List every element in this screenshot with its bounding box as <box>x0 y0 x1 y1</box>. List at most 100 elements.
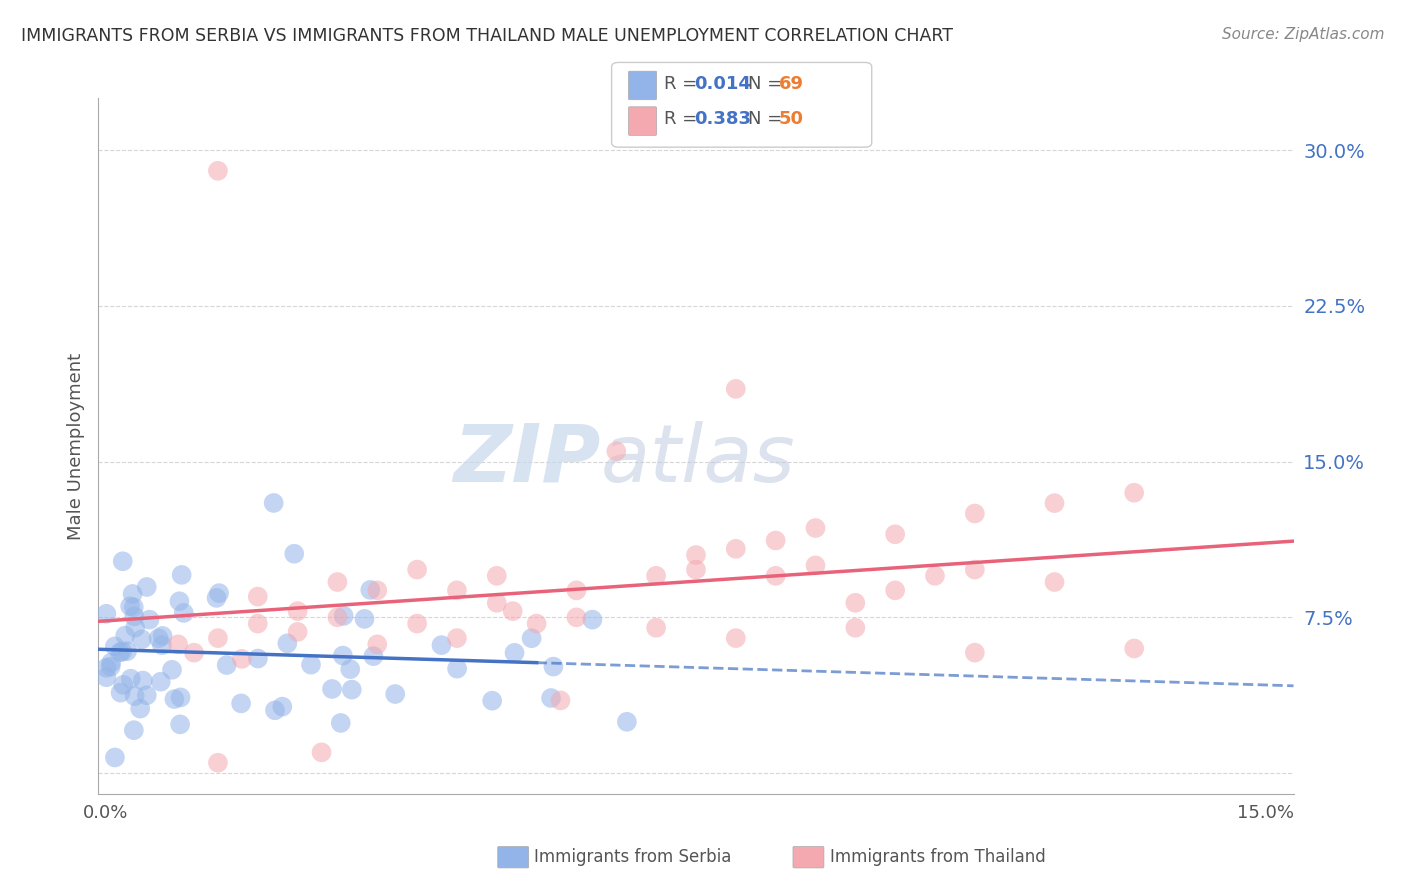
Point <box>526 616 548 631</box>
Point <box>616 714 638 729</box>
Point <box>481 694 503 708</box>
Point <box>963 563 986 577</box>
Point <box>311 745 333 759</box>
Point <box>110 686 132 700</box>
Point <box>183 646 205 660</box>
Point <box>329 715 352 730</box>
Point <box>264 703 287 717</box>
Point <box>104 640 127 654</box>
Point <box>332 648 354 663</box>
Point <box>520 631 543 645</box>
Point <box>1123 485 1146 500</box>
Point <box>122 600 145 615</box>
Point <box>104 750 127 764</box>
Point <box>384 687 406 701</box>
Point <box>446 662 468 676</box>
Y-axis label: Male Unemployment: Male Unemployment <box>66 352 84 540</box>
Point <box>96 607 118 621</box>
Point <box>430 638 453 652</box>
Point <box>246 590 269 604</box>
Point <box>124 689 146 703</box>
Text: Immigrants from Thailand: Immigrants from Thailand <box>830 848 1045 866</box>
Point <box>124 621 146 635</box>
Point <box>205 591 228 605</box>
Point <box>406 616 429 631</box>
Text: R =: R = <box>664 111 703 128</box>
Point <box>120 672 142 686</box>
Point <box>115 644 138 658</box>
Point <box>169 717 191 731</box>
Point <box>170 567 193 582</box>
Point <box>100 656 122 670</box>
Point <box>111 645 134 659</box>
Point <box>884 583 907 598</box>
Point <box>207 163 229 178</box>
Text: 50: 50 <box>779 111 804 128</box>
Point <box>924 569 946 583</box>
Point <box>246 651 269 665</box>
Point <box>208 586 231 600</box>
Text: IMMIGRANTS FROM SERBIA VS IMMIGRANTS FROM THAILAND MALE UNEMPLOYMENT CORRELATION: IMMIGRANTS FROM SERBIA VS IMMIGRANTS FRO… <box>21 27 953 45</box>
Point <box>565 583 588 598</box>
Point <box>804 521 827 535</box>
Text: ZIP: ZIP <box>453 421 600 499</box>
Point <box>138 613 160 627</box>
Point <box>485 569 508 583</box>
Point <box>207 756 229 770</box>
Point <box>96 661 118 675</box>
Point <box>1123 641 1146 656</box>
Text: Source: ZipAtlas.com: Source: ZipAtlas.com <box>1222 27 1385 42</box>
Point <box>169 690 191 705</box>
Point <box>645 621 668 635</box>
Point <box>844 621 866 635</box>
Point <box>326 575 349 590</box>
Text: N =: N = <box>748 111 787 128</box>
Point <box>276 636 298 650</box>
Point <box>167 637 190 651</box>
Point <box>543 659 565 673</box>
Point <box>263 496 285 510</box>
Point <box>150 638 173 652</box>
Text: atlas: atlas <box>600 421 796 499</box>
Point <box>332 608 354 623</box>
Point <box>485 596 508 610</box>
Point <box>565 610 588 624</box>
Point <box>131 632 153 647</box>
Point <box>299 657 322 672</box>
Point <box>321 681 343 696</box>
Point <box>724 541 747 556</box>
Point <box>446 583 468 598</box>
Point <box>163 692 186 706</box>
Point <box>111 554 134 568</box>
Text: N =: N = <box>748 75 787 93</box>
Point <box>207 631 229 645</box>
Point <box>724 631 747 645</box>
Point <box>215 658 238 673</box>
Point <box>884 527 907 541</box>
Text: 69: 69 <box>779 75 804 93</box>
Point <box>96 670 118 684</box>
Point <box>108 645 131 659</box>
Text: 0.014: 0.014 <box>695 75 751 93</box>
Point <box>132 673 155 688</box>
Point <box>124 609 146 624</box>
Point <box>366 583 388 598</box>
Point <box>685 563 707 577</box>
Point <box>135 688 157 702</box>
Text: 0.0%: 0.0% <box>83 805 128 822</box>
Point <box>685 548 707 562</box>
Point <box>121 587 143 601</box>
Point <box>229 697 252 711</box>
Point <box>406 563 429 577</box>
Point <box>359 582 381 597</box>
Point <box>502 604 524 618</box>
Point <box>1043 496 1066 510</box>
Point <box>765 533 787 548</box>
Point <box>287 604 309 618</box>
Point <box>581 613 603 627</box>
Point <box>363 649 385 664</box>
Point <box>326 610 349 624</box>
Point <box>129 701 152 715</box>
Point <box>112 678 135 692</box>
Point <box>724 382 747 396</box>
